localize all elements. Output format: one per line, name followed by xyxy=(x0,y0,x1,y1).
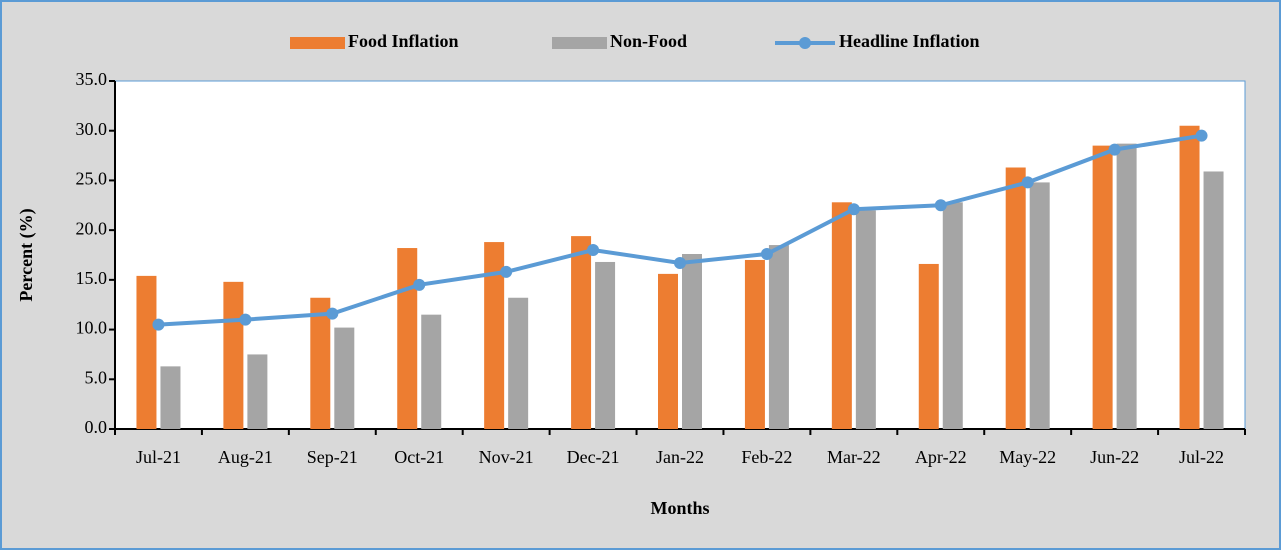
bar xyxy=(136,275,157,429)
marker xyxy=(1108,143,1121,156)
bar xyxy=(1179,125,1200,429)
marker xyxy=(1195,129,1208,142)
marker xyxy=(239,313,252,326)
y-tick-label: 30.0 xyxy=(76,119,108,139)
x-tick-label: Mar-22 xyxy=(827,447,881,467)
bar xyxy=(508,297,529,429)
marker xyxy=(847,203,860,216)
x-tick-label: Jan-22 xyxy=(656,447,704,467)
bar xyxy=(571,236,592,429)
bar xyxy=(1203,171,1224,430)
plot-area xyxy=(114,80,1246,430)
bar xyxy=(160,366,181,429)
bar xyxy=(942,202,963,429)
x-tick-label: Sep-21 xyxy=(307,447,358,467)
bar xyxy=(658,273,678,429)
y-tick-label: 10.0 xyxy=(76,318,108,338)
y-tick-label: 25.0 xyxy=(76,169,108,189)
x-tick-label: Apr-22 xyxy=(915,447,967,467)
bar xyxy=(855,210,876,429)
bar xyxy=(247,354,268,429)
bar xyxy=(421,314,442,429)
marker xyxy=(1021,176,1034,189)
bar xyxy=(223,281,244,429)
x-tick-label: Jul-22 xyxy=(1179,447,1224,467)
bar xyxy=(1092,145,1113,429)
legend-swatch xyxy=(799,37,811,49)
bar xyxy=(310,297,331,429)
bar xyxy=(744,259,765,429)
y-tick-label: 20.0 xyxy=(76,218,108,238)
bar xyxy=(1005,167,1026,429)
y-tick-label: 5.0 xyxy=(85,367,108,387)
marker xyxy=(500,265,513,278)
bar xyxy=(831,202,852,429)
x-tick-label: Jun-22 xyxy=(1090,447,1139,467)
bar xyxy=(334,327,355,429)
legend-label: Non-Food xyxy=(610,31,687,51)
y-tick-label: 15.0 xyxy=(76,268,108,288)
marker xyxy=(587,244,600,257)
x-tick-label: Nov-21 xyxy=(479,447,534,467)
bar xyxy=(918,263,939,429)
bar xyxy=(484,242,505,429)
x-tick-label: May-22 xyxy=(999,447,1056,467)
marker xyxy=(152,318,165,331)
bar xyxy=(397,248,418,429)
marker xyxy=(674,256,686,269)
x-axis-title: Months xyxy=(650,498,709,518)
x-tick-label: Jul-21 xyxy=(136,447,181,467)
marker xyxy=(760,248,773,261)
bar xyxy=(595,261,616,429)
y-tick-label: 35.0 xyxy=(76,69,108,89)
marker xyxy=(934,199,947,212)
x-tick-label: Oct-21 xyxy=(394,447,444,467)
bar xyxy=(682,254,702,429)
x-tick-label: Aug-21 xyxy=(218,447,273,467)
marker xyxy=(326,307,339,320)
legend-swatch xyxy=(552,37,607,49)
bar xyxy=(1029,182,1050,429)
bar xyxy=(1116,143,1137,429)
x-tick-label: Feb-22 xyxy=(741,447,792,467)
x-tick-label: Dec-21 xyxy=(567,447,620,467)
legend-label: Headline Inflation xyxy=(839,31,980,51)
bar xyxy=(768,245,789,429)
legend-swatch xyxy=(290,37,345,49)
legend-label: Food Inflation xyxy=(348,31,459,51)
marker xyxy=(413,278,426,291)
y-axis-title: Percent (%) xyxy=(16,208,37,301)
y-tick-label: 0.0 xyxy=(85,417,108,437)
